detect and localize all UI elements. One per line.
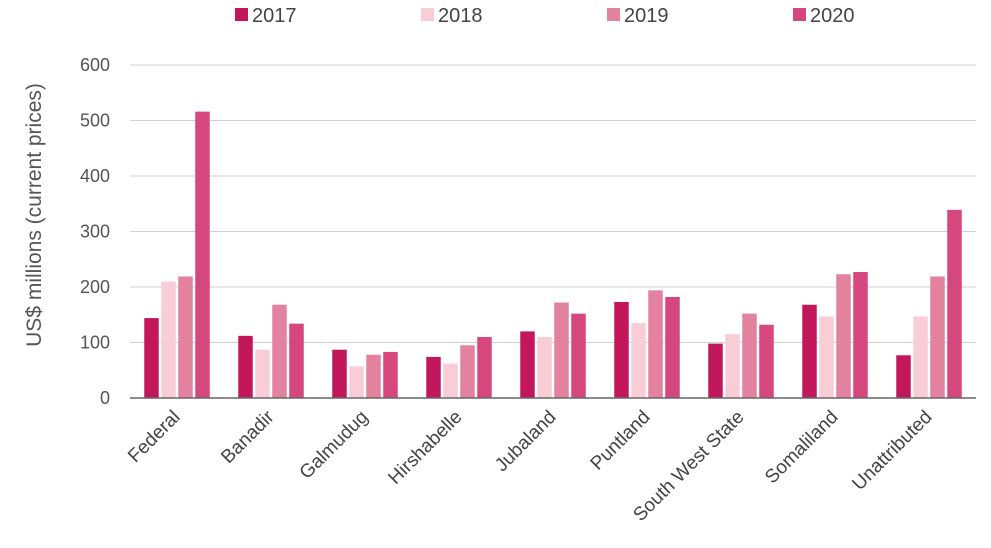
legend-label-2019: 2019 [624, 5, 669, 27]
bar-2019-banadir [272, 304, 287, 398]
bar-2020-south-west-state [759, 324, 774, 398]
x-tick-label: Galmudug [296, 407, 373, 484]
legend: 2017 2018 2019 2020 [235, 5, 855, 27]
bar-2020-banadir [289, 323, 304, 398]
bar-2019-hirshabelle [460, 345, 475, 398]
x-tick-label: Somaliland [761, 407, 842, 488]
bars [144, 111, 962, 399]
legend-swatch-2019 [607, 8, 620, 21]
y-tick-label: 0 [100, 388, 110, 408]
legend-label-2020: 2020 [810, 5, 855, 27]
bar-2020-puntland [665, 296, 680, 398]
bar-2017-jubaland [520, 331, 535, 398]
x-tick-label: Federal [124, 407, 184, 467]
bar-2018-south-west-state [725, 334, 740, 398]
bar-2017-galmudug [332, 349, 347, 398]
bar-2017-somaliland [802, 304, 817, 398]
bar-2020-somaliland [853, 272, 868, 398]
bar-2019-unattributed [930, 276, 945, 398]
bar-2018-jubaland [537, 336, 552, 398]
y-tick-label: 400 [80, 166, 110, 186]
legend-swatch-2020 [793, 8, 806, 21]
bar-2019-jubaland [554, 302, 569, 398]
y-tick-label: 300 [80, 222, 110, 242]
y-tick-label: 200 [80, 277, 110, 297]
bar-2020-hirshabelle [477, 336, 492, 398]
bar-2018-galmudug [349, 366, 364, 398]
bar-2017-unattributed [896, 355, 911, 398]
bar-2019-south-west-state [742, 313, 757, 398]
bar-2018-puntland [631, 323, 646, 398]
x-tick-label: Hirshabelle [384, 407, 466, 489]
bar-2018-somaliland [819, 316, 834, 398]
bar-2017-federal [144, 318, 159, 398]
y-axis-ticks: 0 100 200 300 400 500 600 [80, 55, 110, 408]
bar-2019-somaliland [836, 274, 851, 398]
y-axis-title: US$ millions (current prices) [23, 83, 46, 347]
legend-swatch-2018 [421, 8, 434, 21]
x-axis-labels: Federal Banadir Galmudug Hirshabelle Jubalan… [124, 406, 936, 526]
legend-label-2018: 2018 [438, 5, 483, 27]
y-tick-label: 500 [80, 111, 110, 131]
x-tick-label: Banadir [217, 406, 279, 468]
bar-2017-banadir [238, 335, 253, 398]
bar-2020-federal [195, 111, 210, 399]
bar-2018-banadir [255, 349, 270, 398]
bar-2019-galmudug [366, 354, 381, 398]
bar-2017-south-west-state [708, 343, 723, 398]
bar-2020-jubaland [571, 313, 586, 398]
x-tick-label: Unattributed [848, 407, 936, 495]
bar-2018-federal [161, 281, 176, 398]
legend-swatch-2017 [235, 8, 248, 21]
bar-2019-federal [178, 276, 193, 398]
x-tick-label: Jubaland [491, 407, 560, 476]
y-tick-label: 100 [80, 333, 110, 353]
bar-2019-puntland [648, 290, 663, 398]
bar-2017-puntland [614, 301, 629, 398]
x-tick-label: Puntland [587, 407, 655, 475]
y-tick-label: 600 [80, 55, 110, 75]
bar-2020-galmudug [383, 351, 398, 398]
bar-2017-hirshabelle [426, 356, 441, 398]
bar-2018-unattributed [913, 316, 928, 398]
bar-2020-unattributed [947, 209, 962, 398]
legend-label-2017: 2017 [252, 5, 297, 27]
bar-2018-hirshabelle [443, 363, 458, 398]
grid-lines [130, 64, 976, 343]
